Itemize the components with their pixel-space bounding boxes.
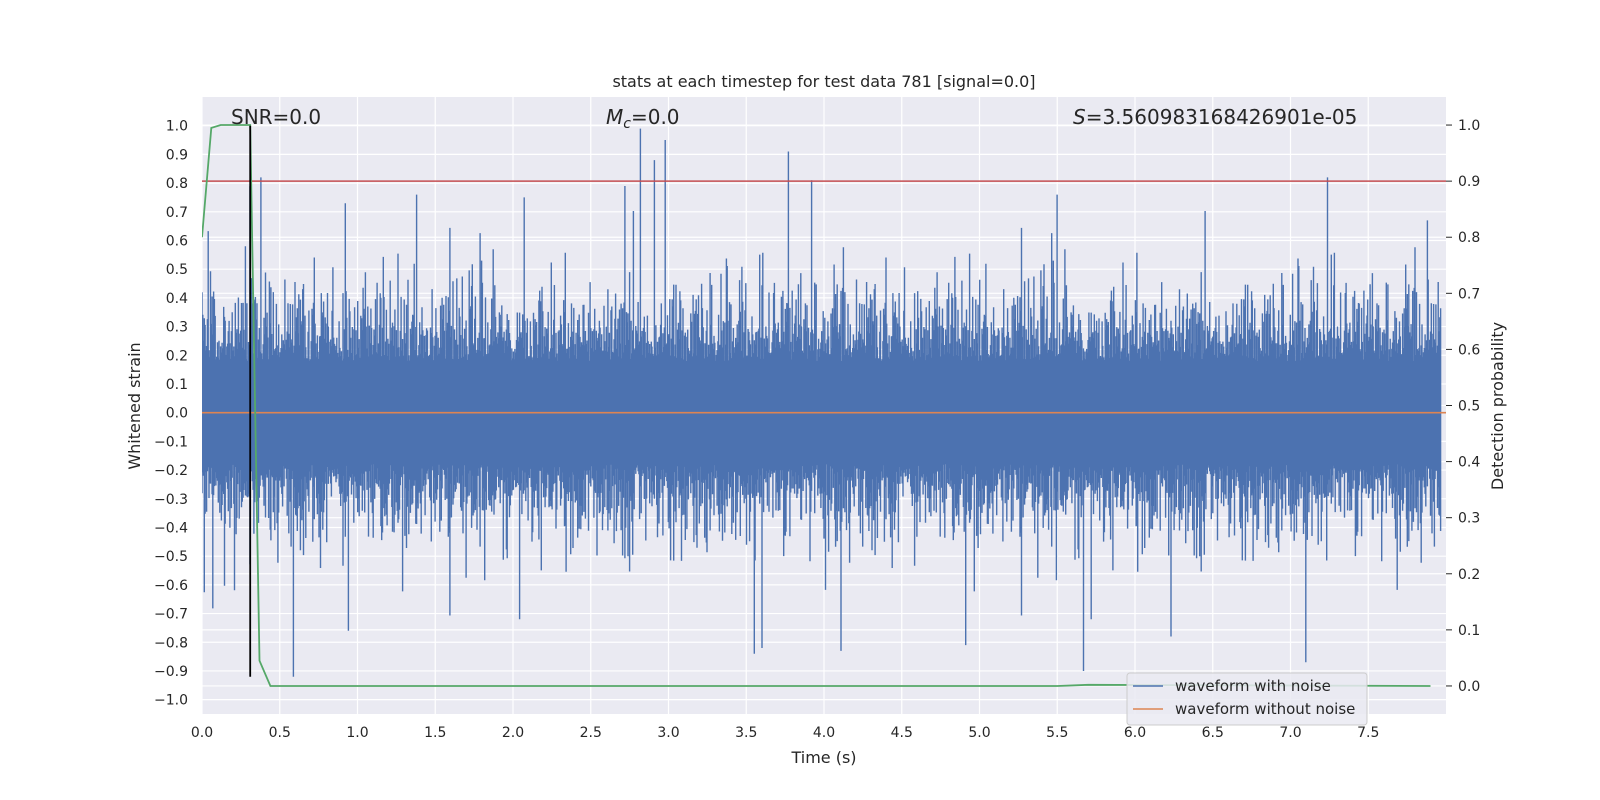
series-layer — [202, 124, 1446, 687]
x-axis-ticks: 0.0 0.5 1.0 1.5 2.0 2.5 3.0 3.5 4.0 4.5 5.0 5.5 6.0 6… — [191, 725, 1380, 741]
y-right-tick-label: 0.6 — [1458, 342, 1480, 358]
y-right-tick-label: 0.9 — [1458, 174, 1480, 190]
x-tick-label: 7.5 — [1357, 725, 1379, 741]
snr-annotation: SNR=0.0 — [231, 105, 321, 129]
y-axis-label: Whitened strain — [125, 342, 144, 469]
y-right-tick-label: 0.7 — [1458, 286, 1480, 302]
y-tick-label: −0.6 — [154, 578, 188, 594]
chirp-mass-value: =0.0 — [631, 105, 680, 129]
y-tick-label: 0.8 — [166, 176, 188, 192]
y-tick-label: 0.3 — [166, 320, 188, 336]
chirp-mass-subscript: c — [623, 116, 631, 132]
s-symbol: S — [1073, 105, 1086, 129]
y-right-axis-ticks: 1.0 0.9 0.8 0.7 0.6 0.5 0.4 0.3 0.2 0.1 0.0 — [1446, 118, 1480, 695]
x-tick-label: 6.0 — [1124, 725, 1146, 741]
y-tick-label: −0.8 — [154, 635, 188, 651]
x-tick-label: 4.0 — [813, 725, 835, 741]
s-annotation: S=3.560983168426901e-05 — [1073, 105, 1357, 129]
y-right-tick-label: 0.1 — [1458, 623, 1480, 639]
y-tick-label: −0.4 — [154, 520, 188, 536]
x-tick-label: 3.5 — [735, 725, 757, 741]
x-tick-label: 7.0 — [1279, 725, 1301, 741]
y-right-tick-label: 1.0 — [1458, 118, 1480, 134]
s-value: =3.560983168426901e-05 — [1086, 105, 1358, 129]
x-tick-label: 1.0 — [346, 725, 368, 741]
y-tick-label: 0.0 — [166, 406, 188, 422]
y-tick-label: −0.1 — [154, 434, 188, 450]
series-detection-probability — [202, 124, 1431, 687]
x-tick-label: 6.5 — [1202, 725, 1224, 741]
y-right-tick-label: 0.3 — [1458, 511, 1480, 527]
x-tick-label: 2.5 — [580, 725, 602, 741]
x-tick-label: 0.5 — [269, 725, 291, 741]
y-right-tick-label: 0.2 — [1458, 567, 1480, 583]
y-tick-label: 0.9 — [166, 147, 188, 163]
legend-box — [1126, 672, 1368, 726]
y-right-axis-label: Detection probability — [1488, 322, 1507, 490]
y-tick-label: 0.2 — [166, 348, 188, 364]
y-tick-label: −0.7 — [154, 607, 188, 623]
x-axis-label: Time (s) — [790, 748, 856, 767]
x-tick-label: 3.0 — [657, 725, 679, 741]
chirp-mass-annotation: Mc=0.0 — [606, 105, 680, 132]
x-tick-label: 1.5 — [424, 725, 446, 741]
y-axis-ticks: 1.0 0.9 0.8 0.7 0.6 0.5 0.4 0.3 0.2 0.1 0.0 −0.1 −0.… — [154, 119, 188, 709]
y-tick-label: 0.5 — [166, 262, 188, 278]
legend: waveform with noise waveform without noi… — [1126, 672, 1368, 726]
y-right-tick-label: 0.0 — [1458, 679, 1480, 695]
x-tick-label: 5.5 — [1046, 725, 1068, 741]
y-tick-label: 0.4 — [166, 291, 188, 307]
legend-label-clean: waveform without noise — [1175, 700, 1355, 718]
y-tick-label: −0.9 — [154, 664, 188, 680]
y-tick-label: −0.2 — [154, 463, 188, 479]
y-right-tick-label: 0.5 — [1458, 399, 1480, 415]
series-waveform-with-noise — [202, 128, 1442, 677]
y-tick-label: 0.6 — [166, 233, 188, 249]
x-tick-label: 5.0 — [968, 725, 990, 741]
y-right-tick-label: 0.8 — [1458, 230, 1480, 246]
chart-title: stats at each timestep for test data 781… — [612, 72, 1035, 91]
plot-area — [202, 124, 1446, 687]
chirp-mass-symbol: M — [606, 105, 623, 129]
y-tick-label: −0.3 — [154, 492, 188, 508]
x-tick-label: 0.0 — [191, 725, 213, 741]
y-tick-label: 0.1 — [166, 377, 188, 393]
x-tick-label: 4.5 — [891, 725, 913, 741]
y-tick-label: 1.0 — [166, 119, 188, 135]
x-tick-label: 2.0 — [502, 725, 524, 741]
y-tick-label: −1.0 — [154, 693, 188, 709]
y-tick-label: 0.7 — [166, 205, 188, 221]
y-right-tick-label: 0.4 — [1458, 455, 1480, 471]
y-tick-label: −0.5 — [154, 549, 188, 565]
legend-label-noise: waveform with noise — [1175, 677, 1331, 695]
